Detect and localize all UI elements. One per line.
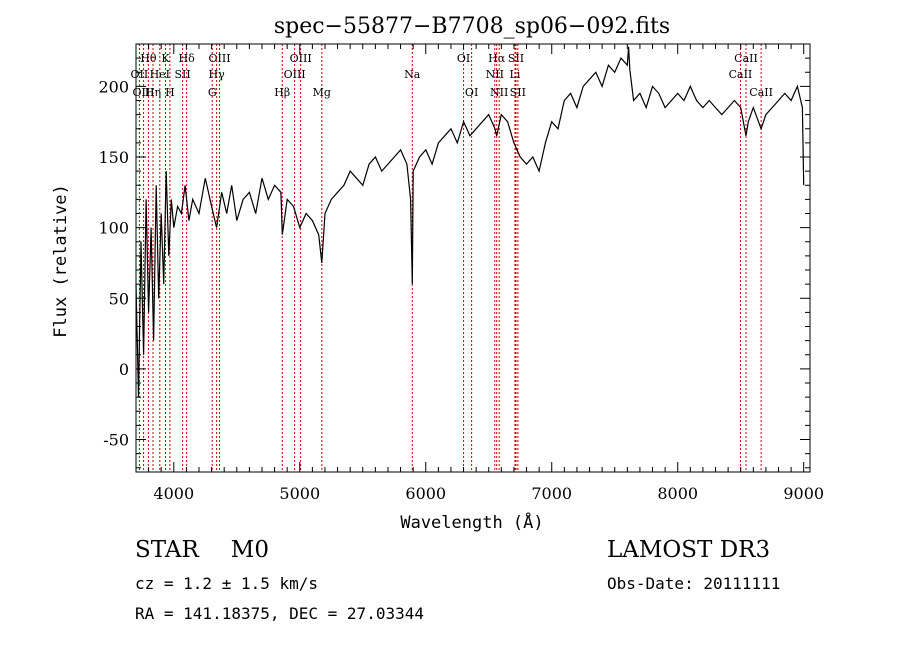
line-marker-label: Hδ [179, 52, 196, 65]
line-marker-label: CaII [729, 68, 753, 81]
y-axis-label: Flux (relative) [51, 184, 71, 338]
line-marker-label: CaII [734, 52, 758, 65]
line-marker-label: Na [404, 68, 421, 81]
line-marker-label: NII [490, 86, 508, 99]
x-tick-label: 6000 [405, 484, 446, 503]
line-marker-label: OIII [133, 86, 155, 99]
line-marker-label: Hη [145, 86, 161, 99]
x-tick-label: 5000 [279, 484, 320, 503]
line-marker-label: OIII [290, 52, 312, 65]
plot-frame [135, 43, 811, 473]
axes: 4000 5000 6000 7000 8000 9000 -50 0 50 100 150 200 [98, 43, 824, 503]
line-marker-label: Hθ [140, 52, 157, 65]
x-tick-label: 8000 [657, 484, 698, 503]
line-marker-label: OI [457, 52, 470, 65]
chart-title: spec−55877−B7708_sp06−092.fits [274, 14, 670, 39]
obs-date-label: Obs-Date: 20111111 [607, 574, 781, 593]
line-marker-label: OIII [284, 68, 306, 81]
line-marker-label: Mg [313, 86, 331, 99]
line-marker-label: SII [510, 86, 526, 99]
flux-series [135, 46, 805, 398]
line-marker-label: OI [465, 86, 478, 99]
line-marker-label: Hγ [209, 68, 226, 81]
line-marker-label: OII [131, 68, 149, 81]
line-marker-label: Hβ [274, 86, 290, 99]
survey-label: LAMOST DR3 [607, 537, 771, 563]
y-tick-label: 0 [119, 360, 129, 379]
y-tick-label: -50 [103, 431, 129, 450]
y-tick-label: 150 [98, 148, 129, 167]
line-marker-label: NII [486, 68, 504, 81]
line-marker-label: SII [508, 52, 524, 65]
line-marker-label: K [161, 52, 170, 65]
class-label: STAR [135, 537, 199, 563]
line-marker-label: Li [510, 68, 521, 81]
spectral-class: STAR M0 [135, 537, 269, 563]
y-tick-label: 50 [109, 289, 129, 308]
line-marker-label: OIII [208, 52, 230, 65]
subclass-label: M0 [230, 537, 269, 563]
y-tick-label: 100 [98, 219, 129, 238]
line-marker-label: CaII [749, 86, 773, 99]
y-tick-label: 200 [98, 77, 129, 96]
flux-line [135, 46, 805, 398]
redshift-label: cz = 1.2 ± 1.5 km/s [135, 574, 319, 593]
line-marker-label: HeI [150, 68, 170, 81]
x-tick-label: 7000 [531, 484, 572, 503]
x-axis-label: Wavelength (Å) [400, 511, 543, 533]
x-tick-label: 4000 [153, 484, 194, 503]
line-markers: Hθ OII OIII K HeI Hη SII H Hδ OIII Hγ G Hβ OIII OIII Mg… [131, 44, 773, 472]
x-tick-label: 9000 [783, 484, 824, 503]
line-marker-label: SII [174, 68, 190, 81]
line-marker-label: Hα [488, 52, 506, 65]
line-marker-label: G [208, 86, 217, 99]
coordinates-label: RA = 141.18375, DEC = 27.03344 [135, 604, 424, 623]
line-marker-label: H [165, 86, 175, 99]
